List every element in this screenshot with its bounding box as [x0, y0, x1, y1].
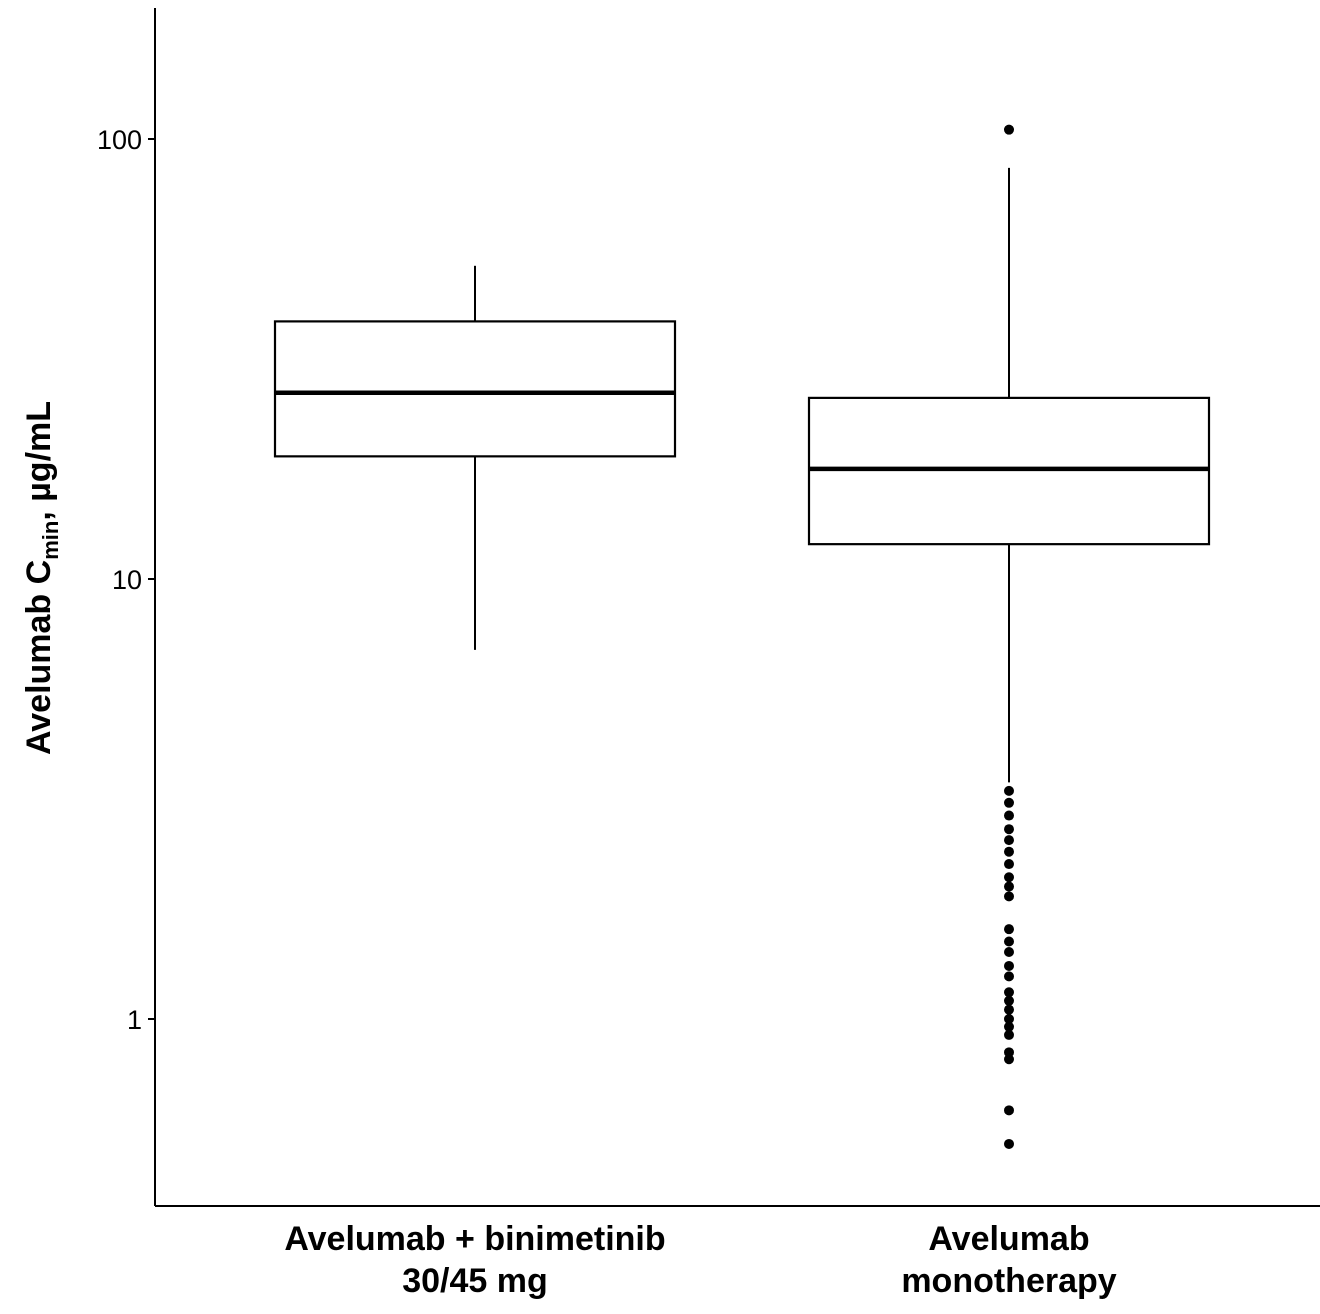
- y-axis-title-suffix: , µg/mL: [20, 401, 58, 521]
- outlier-point: [1004, 924, 1014, 935]
- outlier-point: [1004, 1054, 1014, 1065]
- y-axis-title-subscript: min: [38, 521, 63, 560]
- category-label-line: Avelumab: [928, 1220, 1089, 1258]
- y-ticks: 1 10 100: [97, 125, 155, 1035]
- y-tick-label: 1: [127, 1005, 142, 1035]
- box-combo: [273, 265, 677, 650]
- outlier-point: [1004, 824, 1014, 835]
- outlier-point: [1004, 987, 1014, 998]
- outlier-point: [1004, 1047, 1014, 1058]
- outlier-point: [1004, 891, 1014, 902]
- outlier-point: [1004, 124, 1014, 135]
- outlier-point: [1004, 995, 1014, 1006]
- outlier-point: [1004, 810, 1014, 821]
- boxes: [273, 124, 1211, 1149]
- outlier-point: [1004, 1004, 1014, 1015]
- category-label-mono: Avelumab monotherapy: [901, 1220, 1116, 1300]
- outlier-point: [1004, 859, 1014, 870]
- category-labels: Avelumab + binimetinib 30/45 mg Avelumab mo…: [284, 1220, 1116, 1300]
- outlier-point: [1004, 846, 1014, 857]
- outlier-point: [1004, 797, 1014, 808]
- iqr-box: [273, 320, 677, 458]
- outlier-point: [1004, 835, 1014, 846]
- y-tick-label: 100: [97, 125, 142, 155]
- outlier-point: [1004, 1138, 1014, 1149]
- outlier-point: [1004, 872, 1014, 883]
- category-label-line: Avelumab + binimetinib: [284, 1220, 665, 1258]
- outlier-point: [1004, 881, 1014, 892]
- outlier-point: [1004, 971, 1014, 982]
- outlier-point: [1004, 1029, 1014, 1040]
- category-label-line: monotherapy: [901, 1262, 1116, 1300]
- category-label-combo: Avelumab + binimetinib 30/45 mg: [284, 1220, 665, 1300]
- outlier-point: [1004, 785, 1014, 796]
- outlier-point: [1004, 1021, 1014, 1032]
- y-axis-title-prefix: Avelumab C: [20, 560, 58, 755]
- y-axis-title: Avelumab Cmin, µg/mL: [20, 401, 63, 755]
- outlier-point: [1004, 960, 1014, 971]
- outlier-point: [1004, 1105, 1014, 1116]
- y-axis: 1 10 100: [97, 8, 156, 1206]
- outlier-point: [1004, 946, 1014, 957]
- category-label-line: 30/45 mg: [402, 1262, 548, 1300]
- outlier-point: [1004, 936, 1014, 947]
- box-mono: [807, 124, 1211, 1149]
- outlier-point: [1004, 1014, 1014, 1024]
- y-tick-label: 10: [112, 565, 142, 595]
